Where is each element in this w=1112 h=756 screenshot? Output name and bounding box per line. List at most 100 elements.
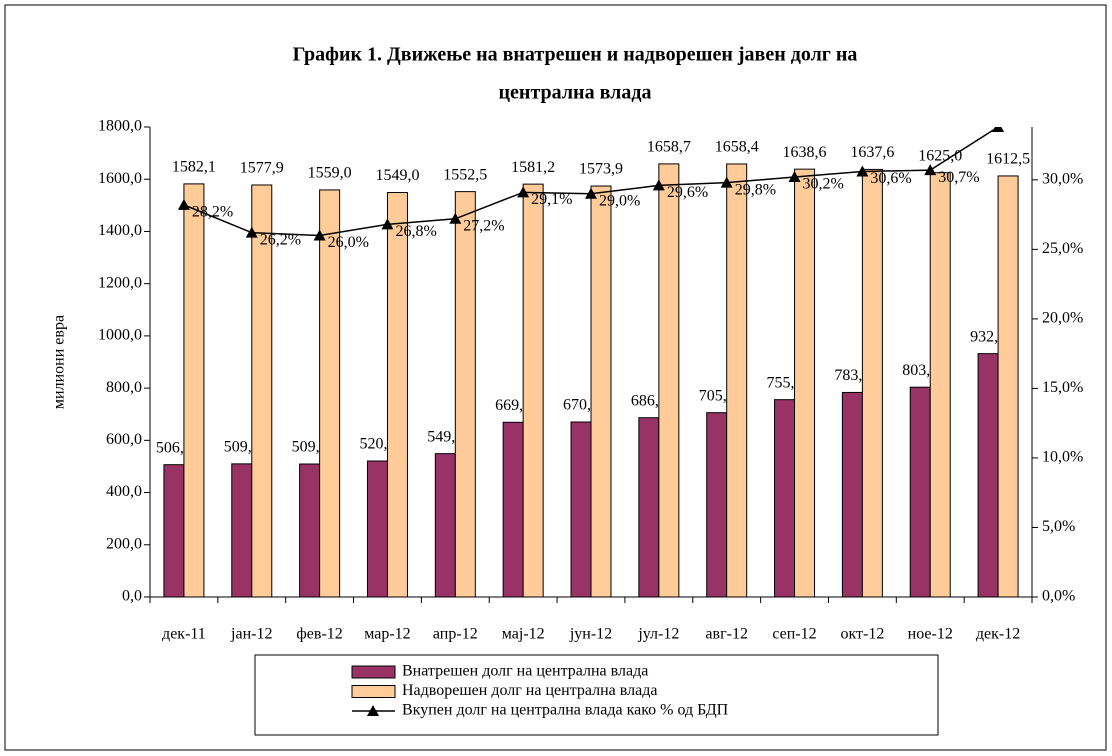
- bar: [454, 191, 476, 598]
- data-label: 506,7: [156, 439, 192, 456]
- line-marker: [720, 176, 733, 188]
- bar: [522, 183, 544, 598]
- bar: [997, 175, 1019, 598]
- data-label: 686,6: [631, 392, 667, 409]
- line-marker: [652, 179, 665, 191]
- data-label: 26,0%: [328, 234, 369, 251]
- x-tick-label: фев-12: [296, 626, 342, 643]
- data-label: 30,7%: [938, 169, 979, 186]
- data-label: 669,1: [495, 397, 531, 414]
- bar: [794, 168, 816, 598]
- y-tick-label: 1000,0: [98, 327, 142, 344]
- data-label: 26,2%: [260, 231, 301, 248]
- y-tick-label: 1400,0: [98, 222, 142, 239]
- x-tick-label: авг-12: [705, 626, 748, 643]
- data-label: 1549,0: [375, 167, 419, 184]
- x-tick-label: окт-12: [840, 626, 884, 643]
- data-label: 1552,5: [443, 166, 487, 183]
- line-group: [177, 127, 1005, 241]
- data-label: 26,8%: [395, 223, 436, 240]
- legend-swatch: [351, 685, 396, 698]
- data-label: 1658,4: [715, 139, 759, 156]
- data-label: 1637,6: [850, 144, 894, 161]
- data-label: 30,6%: [870, 170, 911, 187]
- bar: [570, 421, 592, 598]
- line-marker: [992, 127, 1005, 132]
- y-tick-label: 200,0: [106, 535, 142, 552]
- data-label: 755,8: [767, 374, 803, 391]
- data-label: 29,6%: [667, 184, 708, 201]
- bar: [251, 184, 273, 598]
- y2-tick-label: 15,0%: [1042, 379, 1083, 396]
- x-tick-label: сеп-12: [772, 626, 816, 643]
- line-marker: [177, 198, 190, 210]
- legend-swatch: [351, 665, 396, 679]
- bar: [658, 163, 680, 598]
- x-tick-label: дек-12: [976, 626, 1020, 643]
- data-label: 670,2: [563, 397, 599, 414]
- y-tick-label: 800,0: [106, 379, 142, 396]
- data-label: 1658,7: [647, 139, 691, 156]
- data-label: 1581,2: [511, 159, 555, 176]
- chart-title: централна влада: [499, 82, 652, 104]
- line-marker: [788, 171, 801, 183]
- x-tick-label: мај-12: [502, 626, 545, 643]
- data-label: 27,2%: [463, 217, 504, 234]
- data-label: 1559,0: [308, 165, 352, 182]
- line-marker: [245, 226, 258, 238]
- bar: [163, 464, 185, 598]
- bar: [841, 391, 863, 598]
- data-label: 549,0: [427, 428, 463, 445]
- x-tick-label: ное-12: [908, 626, 953, 643]
- line-marker: [856, 165, 869, 177]
- y-tick-label: 1200,0: [98, 274, 142, 291]
- x-tick-label: јул-12: [637, 626, 679, 643]
- y2-tick-label: 0,0%: [1042, 588, 1075, 605]
- x-tick-label: апр-12: [433, 626, 478, 643]
- y-tick-label: 600,0: [106, 431, 142, 448]
- bar: [977, 353, 999, 598]
- y-tick-label: 0,0: [122, 588, 142, 605]
- data-label: 1625,0: [918, 147, 962, 164]
- y-tick-label: 1600,0: [98, 170, 142, 187]
- y2-tick-label: 25,0%: [1042, 240, 1083, 257]
- data-label: 29,0%: [599, 192, 640, 209]
- bar: [590, 185, 612, 598]
- bar: [706, 412, 728, 598]
- data-label: 783,4: [834, 367, 870, 384]
- bar: [366, 460, 388, 598]
- line-marker: [313, 229, 326, 241]
- y-axis-label: милиони евра: [51, 315, 68, 409]
- data-label: 520,8: [359, 436, 395, 453]
- legend-label: Вкупен долг на централна влада како % од…: [402, 702, 729, 719]
- bar: [861, 168, 883, 598]
- line-marker: [449, 212, 462, 224]
- x-tick-label: дек-11: [162, 626, 206, 643]
- bar: [299, 463, 321, 598]
- x-tick-label: јун-12: [569, 626, 612, 643]
- bar: [502, 421, 524, 598]
- y2-tick-label: 30,0%: [1042, 171, 1083, 188]
- data-label: 509,3: [292, 439, 328, 456]
- x-tick-label: јан-12: [230, 626, 272, 643]
- legend-label: Надворешен долг на централна влада: [402, 682, 657, 699]
- legend-marker: [367, 705, 379, 716]
- bar: [774, 399, 796, 598]
- y2-tick-label: 10,0%: [1042, 449, 1083, 466]
- data-label: 30,2%: [803, 176, 844, 193]
- data-label: 1582,1: [172, 159, 216, 176]
- line-marker: [924, 164, 937, 176]
- y-tick-label: 1800,0: [98, 118, 142, 135]
- chart-title: График 1. Движење на внатрешен и надворе…: [293, 44, 858, 66]
- data-label: 28,2%: [192, 204, 233, 221]
- y-tick-label: 400,0: [106, 483, 142, 500]
- line-marker: [517, 186, 530, 198]
- data-label: 803,5: [902, 362, 938, 379]
- data-label: 1577,9: [240, 160, 284, 177]
- line-marker: [381, 218, 394, 230]
- data-label: 509,9: [224, 439, 260, 456]
- data-label: 1638,6: [783, 144, 827, 161]
- bar: [231, 463, 253, 598]
- bar: [909, 386, 931, 598]
